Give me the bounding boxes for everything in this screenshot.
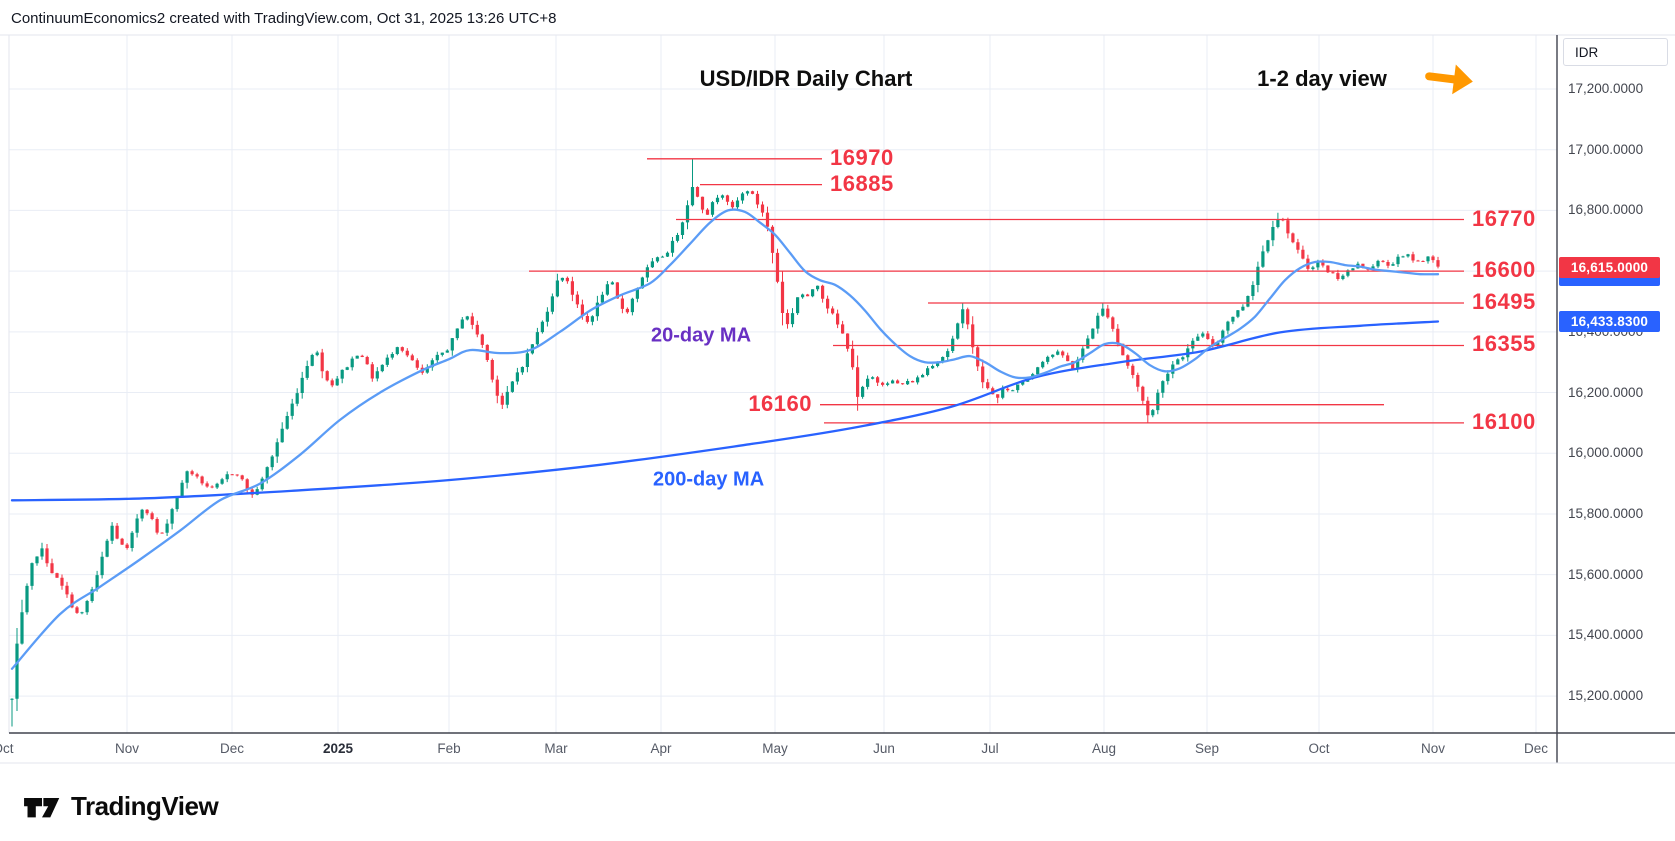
last-price-badge: 16,615.0000 [1559,257,1660,278]
currency-selector[interactable]: IDR [1563,38,1668,66]
candle-bodies-up [10,187,1430,700]
ma20-line-label: 20-day MA [651,324,752,347]
candle-wicks-down [46,186,1439,614]
candle-wicks-up [11,159,1429,727]
orange-right-arrow-icon [1425,64,1473,95]
attribution-text: ContinuumEconomics2 created with Trading… [11,10,557,27]
chart-title: USD/IDR Daily Chart [699,66,913,91]
ma20-line [10,208,1440,670]
ma200-value-badge: 16,433.8300 [1559,311,1660,332]
currency-label: IDR [1575,44,1599,60]
view-horizon-note: 1-2 day view [1257,66,1387,91]
tradingview-logo-text: TradingView [71,791,219,821]
candle-bodies-down [45,187,1440,613]
tradingview-logo[interactable]: TradingView [22,791,219,822]
tradingview-logo-icon [24,797,60,817]
ma200-line [10,320,1440,502]
ma200-line-label: 200-day MA [653,468,765,491]
